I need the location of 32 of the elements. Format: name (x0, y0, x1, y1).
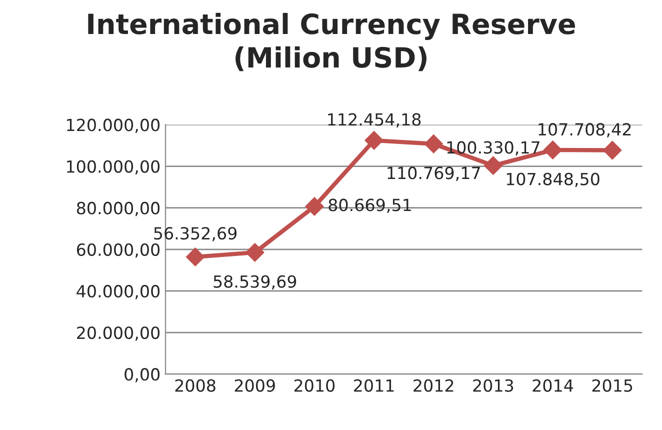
x-tick-label: 2015 (592, 379, 632, 392)
x-tick-label: 2009 (234, 379, 275, 392)
data-label: 107.848,50 (506, 172, 600, 188)
x-tick-label: 2011 (354, 379, 394, 392)
point (305, 197, 324, 216)
y-tick-label: 60.000,00 (76, 243, 160, 258)
data-label: 112.454,18 (328, 113, 421, 128)
data-label: 110.769,17 (388, 166, 480, 181)
data-label: 56.352,69 (154, 226, 237, 242)
chart-title: International Currency Reserve (Milion USD) (88, 12, 576, 72)
point (543, 140, 562, 160)
point (246, 243, 264, 262)
y-tick-label: 0,00 (124, 368, 160, 382)
data-label: 80.669,51 (328, 198, 411, 213)
point (484, 156, 503, 175)
y-tick-label: 40.000,00 (76, 284, 160, 300)
data-label: 58.539,69 (214, 275, 296, 290)
y-tick-label: 100.000,00 (67, 160, 160, 175)
x-tick-label: 2008 (175, 379, 216, 392)
x-tick-label: 2012 (414, 379, 454, 392)
x-tick-label: 2010 (294, 379, 335, 392)
point (186, 248, 205, 266)
point (602, 140, 622, 160)
point (364, 131, 384, 150)
y-tick-label: 120.000,00 (67, 118, 160, 133)
point (424, 134, 443, 154)
data-label: 100.330,17 (447, 141, 540, 156)
y-tick-label: 20.000,00 (77, 326, 160, 341)
x-tick-label: 2013 (473, 379, 514, 392)
y-tick-label: 80.000,00 (76, 202, 160, 216)
data-label: 107.708,42 (538, 123, 631, 138)
x-tick-label: 2014 (532, 379, 574, 392)
